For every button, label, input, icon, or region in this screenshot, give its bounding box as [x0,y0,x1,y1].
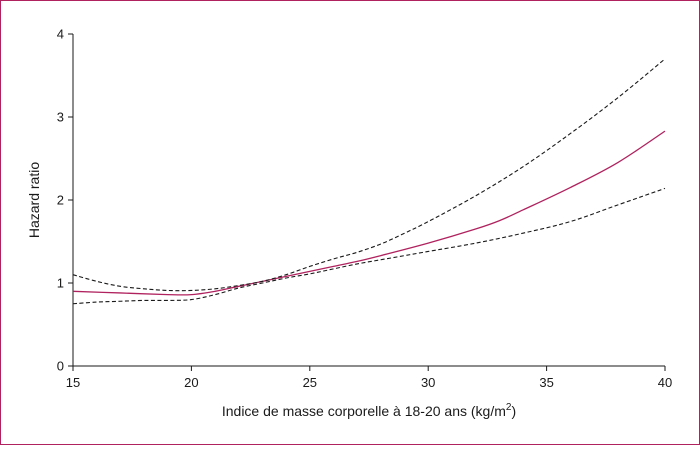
x-axis-title-main: Indice de masse corporelle à 18-20 ans (… [222,403,506,419]
x-tick-label: 30 [421,375,435,390]
x-tick-label: 15 [66,375,80,390]
x-axis-title-superscript: 2 [506,402,512,413]
x-tick-label: 40 [658,375,672,390]
y-tick-label: 3 [57,110,64,125]
y-tick-label: 4 [57,27,64,42]
x-tick-label: 20 [184,375,198,390]
series-line-upper-ci [72,58,666,292]
x-tick-label: 35 [539,375,553,390]
series-group [72,58,666,305]
ticks-group: 15 20 25 30 35 40 0 1 2 3 4 [57,27,672,391]
x-tick-label: 25 [303,375,317,390]
y-axis-title: Hazard ratio [26,162,42,238]
y-tick-label: 2 [57,193,64,208]
axes-group [72,34,665,367]
y-tick-label: 0 [57,359,64,374]
series-line-estimate [72,130,666,296]
x-axis-title-close: ) [511,403,516,419]
y-tick-label: 1 [57,276,64,291]
series-line-lower-ci [72,187,666,305]
x-axis-title: Indice de masse corporelle à 18-20 ans (… [222,402,516,419]
